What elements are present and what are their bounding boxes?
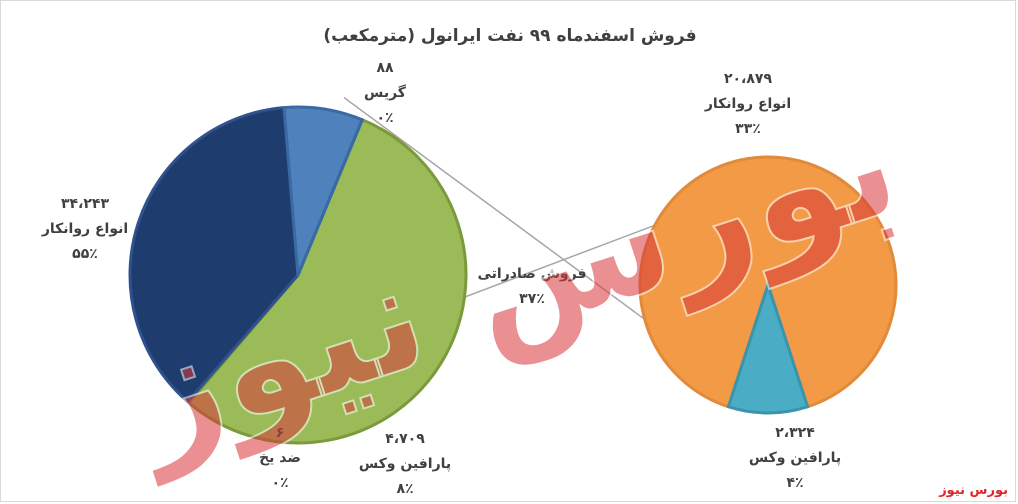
main-pie-label-4: ۶ ضد یخ ۰٪ xyxy=(259,425,301,491)
main-pie-label-name-2: فروش صادراتی xyxy=(477,266,586,282)
main-pie-label-2: فروش صادراتی ۳۷٪ xyxy=(477,266,586,307)
main-pie-label-value-0: ۳۴،۲۴۳ xyxy=(61,196,109,212)
secondary-pie-label-1: ۲،۳۲۴ پارافین وکس ۴٪ xyxy=(749,425,841,491)
main-pie-label-value-3: ۴،۷۰۹ xyxy=(385,431,425,447)
main-pie-label-name-1: گریس xyxy=(364,84,407,101)
data-labels: ۳۴،۲۴۳ انواع روانکار ۵۵٪ ۸۸ گریس ۰٪ فروش صادرا… xyxy=(41,60,841,497)
main-pie-label-name-4: ضد یخ xyxy=(259,450,301,466)
main-pie xyxy=(128,105,468,445)
main-pie-label-percent-1: ۰٪ xyxy=(376,110,393,126)
secondary-pie-label-0: ۲۰،۸۷۹ انواع روانکار ۳۳٪ xyxy=(704,71,791,137)
secondary-pie xyxy=(638,155,898,415)
main-pie-label-3: ۴،۷۰۹ پارافین وکس ۸٪ xyxy=(359,431,451,497)
main-pie-label-value-4: ۶ xyxy=(276,425,285,441)
main-pie-slice-0 xyxy=(187,118,468,445)
main-pie-slice-2 xyxy=(128,106,300,404)
main-pie-label-percent-2: ۳۷٪ xyxy=(519,291,545,307)
main-pie-label-percent-4: ۰٪ xyxy=(271,475,288,491)
main-pie-slice-4 xyxy=(296,118,364,277)
secondary-pie-label-name-0: انواع روانکار xyxy=(704,96,791,112)
secondary-pie-label-name-1: پارافین وکس xyxy=(749,450,841,466)
secondary-pie-slice-1 xyxy=(726,280,810,415)
secondary-pie-label-value-1: ۲،۳۲۴ xyxy=(775,425,815,441)
chart-title: فروش اسفندماه ۹۹ نفت ایرانول (مترمکعب) xyxy=(323,26,696,46)
main-pie-label-percent-3: ۸٪ xyxy=(396,481,413,497)
main-pie-label-name-3: پارافین وکس xyxy=(359,456,451,472)
secondary-pie-label-percent-0: ۳۳٪ xyxy=(735,121,761,137)
main-pie-label-percent-0: ۵۵٪ xyxy=(72,246,98,262)
secondary-pie-label-percent-1: ۴٪ xyxy=(786,475,803,491)
main-pie-label-1: ۸۸ گریس ۰٪ xyxy=(364,60,407,126)
main-pie-label-0: ۳۴،۲۴۳ انواع روانکار ۵۵٪ xyxy=(41,196,128,262)
main-pie-label-value-1: ۸۸ xyxy=(376,60,394,76)
secondary-pie-label-value-0: ۲۰،۸۷۹ xyxy=(724,71,772,87)
main-pie-label-name-0: انواع روانکار xyxy=(41,221,128,237)
source-label: بورس نیوز xyxy=(939,483,1008,498)
